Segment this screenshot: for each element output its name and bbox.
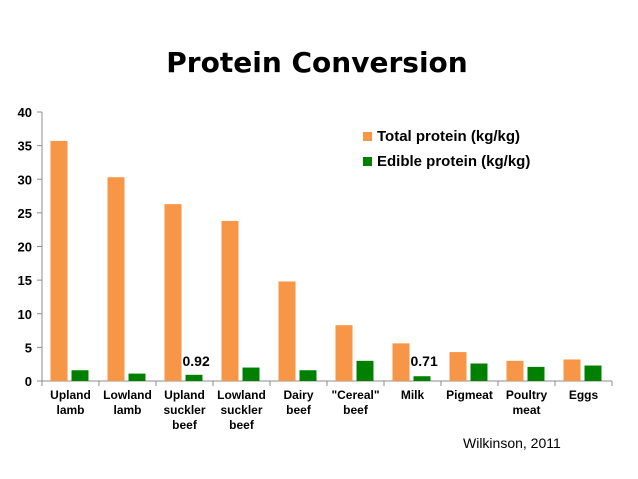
bar-total-protein: [335, 325, 353, 381]
bar-edible-protein: [299, 370, 317, 381]
bar-edible-protein: [413, 376, 431, 381]
y-axis: 0 5 10 15 20 25 30 35 40: [18, 105, 43, 389]
y-tick-label: 35: [18, 139, 32, 154]
bar-edible-protein: [584, 365, 602, 381]
legend-swatch: [363, 157, 372, 166]
bar-edible-protein: [242, 367, 260, 381]
x-tick-label-line: Milk: [401, 388, 425, 402]
bar-total-protein: [392, 343, 410, 381]
x-tick-label: Poultry meat: [506, 388, 548, 417]
x-tick-label: Lowland lamb: [103, 388, 152, 417]
x-tick-label-line: Lowland: [217, 388, 266, 402]
y-tick-label: 5: [25, 340, 32, 355]
x-tick-label-line: Lowland: [103, 388, 152, 402]
x-tick-label-line: beef: [229, 418, 255, 432]
y-tick-label: 0: [25, 374, 32, 389]
x-tick-label-line: meat: [512, 403, 540, 417]
data-label: 0.92: [183, 353, 210, 369]
x-tick-label: Milk: [401, 388, 425, 402]
bar-total-protein: [50, 140, 68, 381]
x-tick-label-line: Poultry: [506, 388, 548, 402]
x-tick-label: Lowland suckler beef: [217, 388, 266, 432]
bar-edible-protein: [527, 366, 545, 381]
x-tick-label: Upland lamb: [50, 388, 91, 417]
x-tick-label-line: beef: [286, 403, 312, 417]
x-tick-label-line: suckler: [220, 403, 262, 417]
bar-total-protein: [221, 220, 239, 381]
bar-total-protein: [449, 352, 467, 381]
bar-total-protein: [107, 177, 125, 381]
bar-edible-protein: [470, 363, 488, 381]
bar-edible-protein: [71, 370, 89, 381]
x-tick-label-line: Pigmeat: [446, 388, 493, 402]
bars: [50, 140, 602, 381]
x-tick-label-line: "Cereal": [331, 388, 379, 402]
x-tick-label: "Cereal" beef: [331, 388, 379, 417]
data-label: 0.71: [411, 353, 438, 369]
y-tick-label: 30: [18, 172, 32, 187]
y-tick-label: 20: [18, 240, 32, 255]
bar-edible-protein: [356, 360, 374, 381]
y-tick-label: 15: [18, 273, 32, 288]
x-tick-label: Eggs: [569, 388, 599, 402]
x-tick-label-line: lamb: [113, 403, 141, 417]
y-tick-label: 25: [18, 206, 32, 221]
x-tick-label-line: Dairy: [283, 388, 313, 402]
x-tick-label-line: Eggs: [569, 388, 599, 402]
bar-total-protein: [563, 359, 581, 381]
y-tick-label: 40: [18, 105, 32, 120]
x-tick-label-line: lamb: [56, 403, 84, 417]
x-tick-label: Dairy beef: [283, 388, 313, 417]
x-tick-label: Pigmeat: [446, 388, 493, 402]
x-tick-label-line: Upland: [50, 388, 91, 402]
bar-total-protein: [164, 204, 182, 381]
x-tick-label-line: suckler: [163, 403, 205, 417]
legend-label: Total protein (kg/kg): [377, 128, 520, 145]
bar-total-protein: [506, 360, 524, 381]
x-tick-label: Upland suckler beef: [163, 388, 205, 432]
annotations: 0.92 0.71: [183, 353, 438, 369]
y-tick-label: 10: [18, 307, 32, 322]
x-tick-label-line: beef: [172, 418, 198, 432]
chart-title: Protein Conversion: [166, 46, 467, 79]
bar-edible-protein: [185, 374, 203, 381]
legend-label: Edible protein (kg/kg): [377, 153, 530, 170]
source-note: Wilkinson, 2011: [463, 435, 561, 451]
x-tick-label-line: beef: [343, 403, 369, 417]
x-tick-label-line: Upland: [164, 388, 205, 402]
legend: Total protein (kg/kg) Edible protein (kg/…: [363, 128, 530, 170]
bar-edible-protein: [128, 373, 146, 381]
bar-total-protein: [278, 281, 296, 381]
legend-swatch: [363, 132, 372, 141]
